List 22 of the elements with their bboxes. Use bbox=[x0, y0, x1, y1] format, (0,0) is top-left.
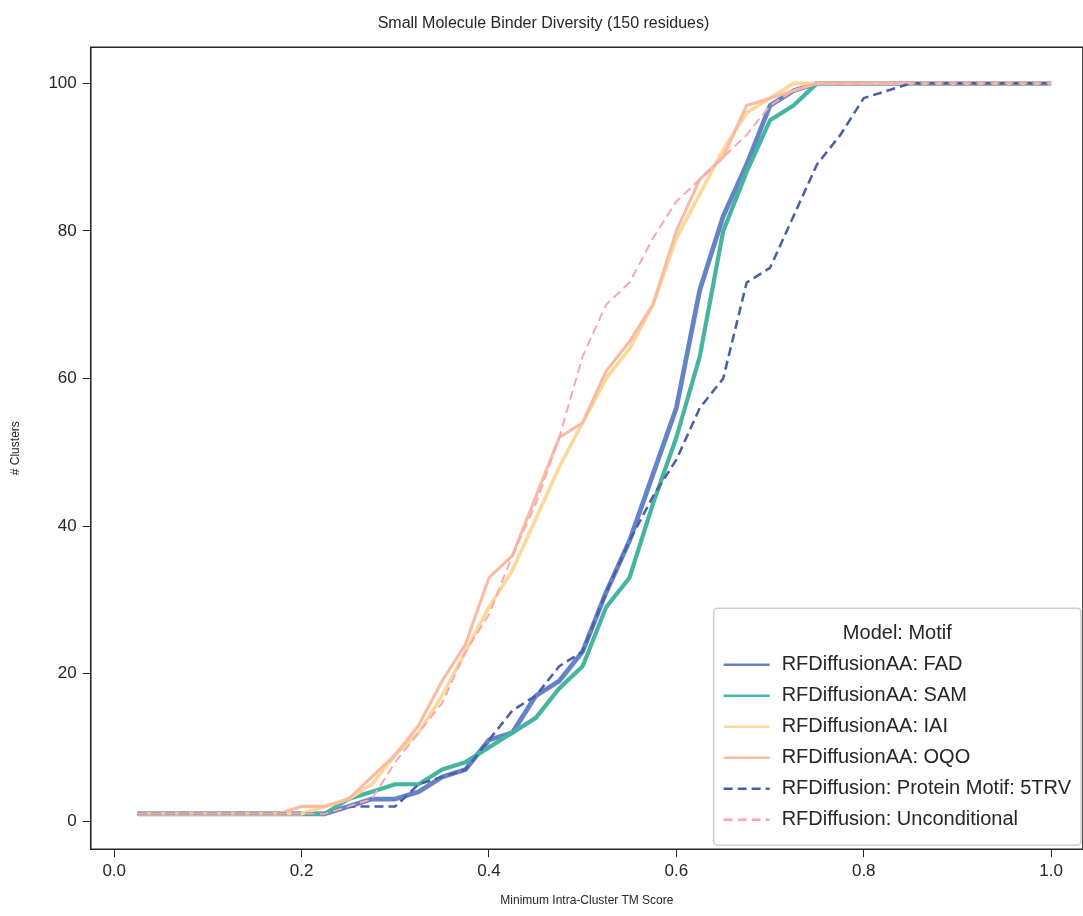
legend-title: Model: Motif bbox=[842, 621, 953, 644]
legend-label: RFDiffusion: Protein Motif: 5TRV bbox=[781, 776, 1072, 799]
y-tick-label: 40 bbox=[57, 515, 77, 535]
chart-title: Small Molecule Binder Diversity (150 residues) bbox=[377, 14, 710, 32]
y-axis-title: # Clusters bbox=[7, 421, 22, 476]
legend-label: RFDiffusionAA: OQO bbox=[781, 745, 971, 768]
y-tick-label: 0 bbox=[67, 810, 77, 830]
x-tick-label: 0.2 bbox=[289, 861, 314, 881]
x-tick-label: 1.0 bbox=[1039, 861, 1063, 881]
legend-label: RFDiffusion: Unconditional bbox=[781, 807, 1019, 830]
legend-label: RFDiffusionAA: IAI bbox=[781, 714, 948, 737]
y-tick-label: 20 bbox=[57, 663, 77, 683]
x-tick-label: 0.8 bbox=[851, 861, 876, 881]
y-tick-label: 100 bbox=[48, 73, 77, 93]
x-tick-label: 0.4 bbox=[477, 861, 501, 881]
y-tick-label: 60 bbox=[57, 368, 77, 388]
y-tick-label: 80 bbox=[57, 220, 77, 240]
legend-label: RFDiffusionAA: SAM bbox=[781, 683, 967, 706]
x-tick-label: 0.6 bbox=[664, 861, 689, 881]
legend-label: RFDiffusionAA: FAD bbox=[781, 652, 963, 675]
x-tick-label: 0.0 bbox=[102, 861, 127, 881]
x-axis-title: Minimum Intra-Cluster TM Score bbox=[500, 893, 674, 908]
